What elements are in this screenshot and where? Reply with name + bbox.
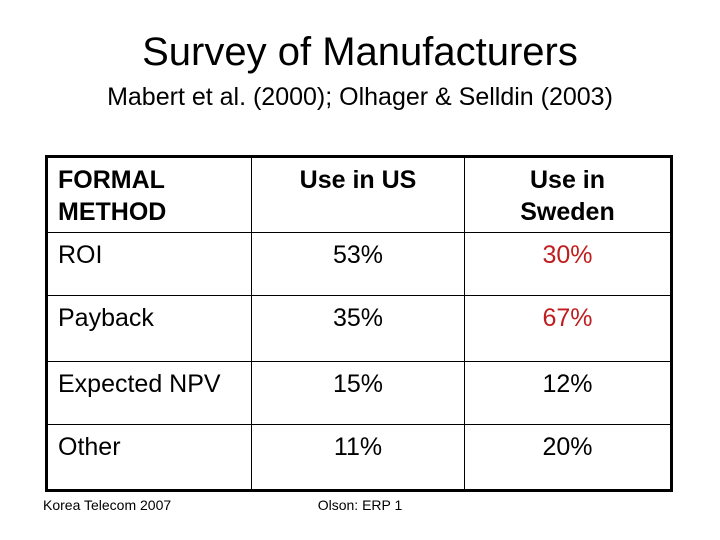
table-header-row: FORMAL METHOD Use in US Use in Sweden xyxy=(46,156,672,233)
us-value-cell: 35% xyxy=(251,295,465,362)
sweden-value-cell: 12% xyxy=(464,361,672,425)
table-row-other: Other 11% 20% xyxy=(46,424,672,491)
footer-credit-left: Korea Telecom 2007 xyxy=(43,497,172,513)
us-value-cell: 53% xyxy=(251,232,465,296)
us-value-cell: 11% xyxy=(251,424,465,491)
footer-credit-center: Olson: ERP 1 xyxy=(317,497,403,513)
column-header-use-in-sweden: Use in Sweden xyxy=(464,156,672,233)
sweden-value-cell: 20% xyxy=(464,424,672,491)
sweden-value-cell: 67% xyxy=(464,295,672,362)
method-cell: ROI xyxy=(46,232,252,296)
column-header-formal-method: FORMAL METHOD xyxy=(46,156,252,233)
column-header-use-in-us: Use in US xyxy=(251,156,465,233)
table-row-payback: Payback 35% 67% xyxy=(46,295,672,362)
method-cell: Expected NPV xyxy=(46,361,252,425)
method-cell: Other xyxy=(46,424,252,491)
survey-table: FORMAL METHOD Use in US Use in Sweden RO… xyxy=(45,155,673,492)
slide-title: Survey of Manufacturers xyxy=(142,30,578,74)
us-value-cell: 15% xyxy=(251,361,465,425)
slide-subtitle: Mabert et al. (2000); Olhager & Selldin … xyxy=(107,83,613,111)
method-cell: Payback xyxy=(46,295,252,362)
table-row-roi: ROI 53% 30% xyxy=(46,232,672,296)
sweden-value-cell: 30% xyxy=(464,232,672,296)
table-row-expected-npv: Expected NPV 15% 12% xyxy=(46,361,672,425)
